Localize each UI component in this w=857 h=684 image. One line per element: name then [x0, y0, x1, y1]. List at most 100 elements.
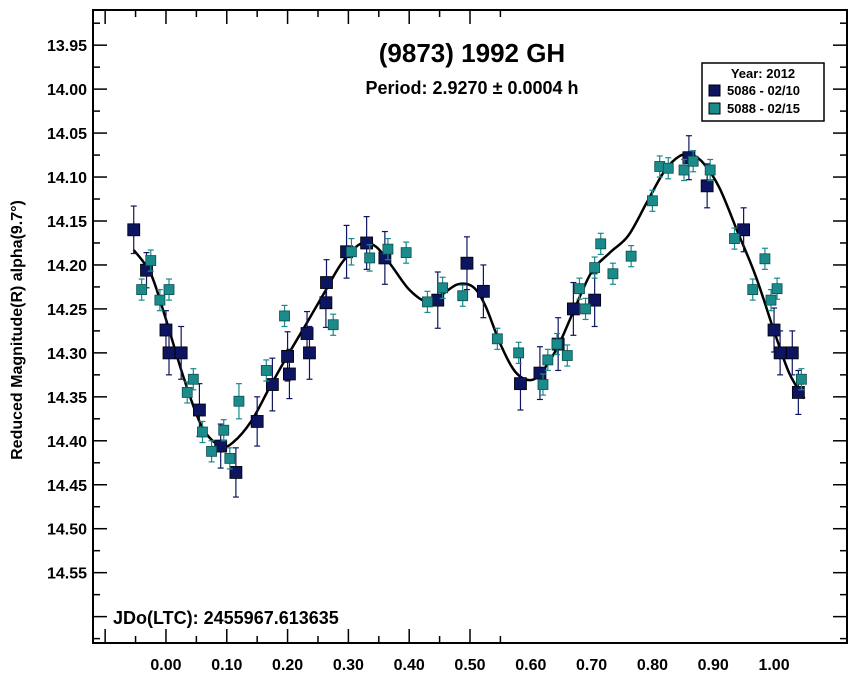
point-5088	[542, 348, 554, 372]
point-5086	[460, 236, 474, 291]
data-marker	[588, 293, 602, 307]
data-marker	[233, 395, 245, 407]
data-marker	[537, 379, 549, 390]
data-marker	[327, 319, 339, 331]
y-tick-label: 14.55	[47, 566, 87, 583]
point-5088	[513, 341, 525, 365]
y-tick-label: 14.15	[47, 214, 87, 231]
data-marker	[127, 223, 141, 237]
data-marker	[785, 346, 799, 360]
data-marker	[574, 283, 585, 295]
legend: Year: 2012 5086 - 02/10 5088 - 02/15	[701, 62, 825, 122]
x-tick-label: 0.40	[394, 657, 425, 674]
y-tick-label: 14.10	[47, 170, 87, 187]
data-marker	[476, 284, 490, 298]
point-5088	[551, 332, 563, 356]
y-tick-label: 14.50	[47, 522, 87, 539]
data-marker	[303, 346, 316, 360]
data-marker	[206, 445, 217, 457]
point-5088	[136, 278, 148, 301]
point-5086	[229, 447, 243, 498]
data-marker	[346, 246, 357, 258]
data-marker	[364, 252, 376, 264]
y-axis-ticks: 13.95 14.00 14.05 14.10 14.15 14.20 14.25 14.30…	[47, 22, 847, 640]
data-marker	[795, 373, 807, 385]
x-tick-label: 0.00	[150, 657, 181, 674]
point-5088	[224, 447, 236, 470]
data-marker	[460, 256, 474, 270]
point-5088	[595, 232, 607, 256]
point-5088	[233, 383, 245, 420]
y-tick-label: 13.95	[47, 38, 87, 55]
point-5086	[476, 264, 490, 319]
point-5088	[206, 440, 217, 463]
x-tick-label: 0.80	[637, 657, 668, 674]
x-tick-label: 0.50	[454, 657, 485, 674]
legend-swatch-5088	[708, 102, 721, 115]
data-marker	[300, 327, 314, 340]
point-5086	[431, 271, 445, 329]
data-marker	[162, 346, 176, 360]
y-tick-label: 14.20	[47, 258, 87, 275]
point-5088	[662, 157, 674, 180]
data-marker	[491, 333, 503, 345]
point-5086	[283, 348, 296, 400]
x-tick-label: 0.20	[272, 657, 303, 674]
data-points-layer	[127, 135, 807, 498]
y-tick-label: 14.00	[47, 82, 87, 99]
point-5086	[214, 423, 228, 469]
data-marker	[422, 296, 433, 308]
data-marker	[382, 243, 394, 255]
point-5086	[767, 307, 781, 353]
x-axis-ticks: 0.00 0.10 0.20 0.30 0.40 0.50 0.60 0.70 0.80 0.90…	[104, 10, 790, 674]
data-marker	[729, 233, 740, 244]
data-marker	[662, 162, 674, 174]
legend-box	[701, 62, 825, 122]
data-marker	[197, 426, 208, 438]
data-marker	[687, 155, 699, 167]
point-5088	[561, 344, 573, 367]
data-marker	[163, 284, 175, 295]
legend-label-5088: 5088 - 02/15	[727, 101, 800, 116]
point-5088	[574, 277, 585, 300]
data-marker	[765, 294, 777, 306]
y-tick-label: 14.25	[47, 302, 87, 319]
data-marker	[431, 293, 445, 307]
y-tick-label: 14.40	[47, 434, 87, 451]
point-5088	[163, 278, 175, 301]
point-5088	[704, 158, 716, 182]
point-5086	[785, 330, 799, 376]
point-5088	[607, 262, 619, 285]
data-marker	[551, 338, 563, 350]
point-5088	[625, 245, 637, 268]
point-5088	[422, 290, 433, 314]
y-tick-label: 14.05	[47, 126, 87, 143]
data-marker	[625, 250, 637, 262]
data-marker	[767, 323, 781, 337]
point-5088	[687, 150, 699, 173]
point-5086	[566, 281, 580, 336]
x-tick-label: 0.60	[515, 657, 546, 674]
data-marker	[193, 403, 206, 417]
data-marker	[260, 365, 272, 376]
point-5088	[580, 297, 591, 321]
point-5088	[279, 304, 290, 328]
point-5088	[145, 249, 157, 272]
data-marker	[360, 236, 374, 250]
point-5088	[260, 359, 272, 382]
data-marker	[759, 253, 771, 265]
point-5088	[187, 368, 199, 391]
data-marker	[457, 290, 469, 302]
data-marker	[437, 282, 449, 294]
point-5088	[795, 368, 807, 391]
data-marker	[181, 387, 193, 398]
data-marker	[400, 247, 412, 259]
legend-swatch-5086	[708, 84, 721, 97]
data-marker	[533, 366, 547, 380]
data-marker	[561, 350, 573, 361]
point-5086	[320, 259, 333, 306]
data-marker	[700, 179, 714, 193]
point-5086	[174, 325, 188, 380]
chart-title: (9873) 1992 GH	[379, 38, 565, 68]
